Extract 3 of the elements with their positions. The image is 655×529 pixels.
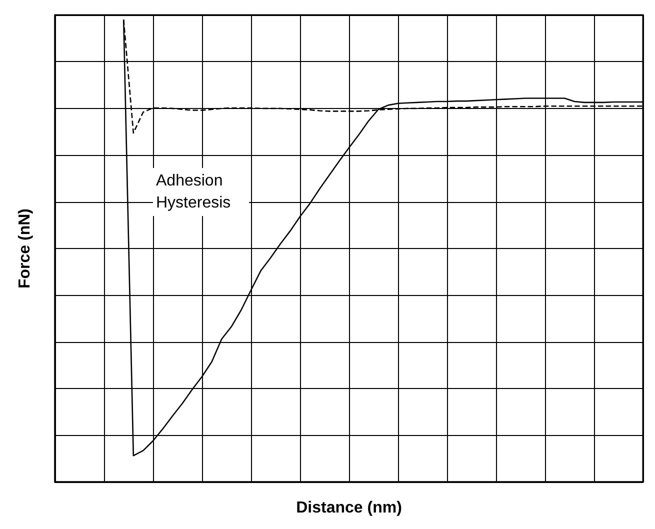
y-axis-title: Force (nN) [16, 208, 34, 288]
annotation: Adhesion Hysteresis [156, 172, 231, 212]
x-axis-title: Distance (nm) [296, 500, 402, 516]
